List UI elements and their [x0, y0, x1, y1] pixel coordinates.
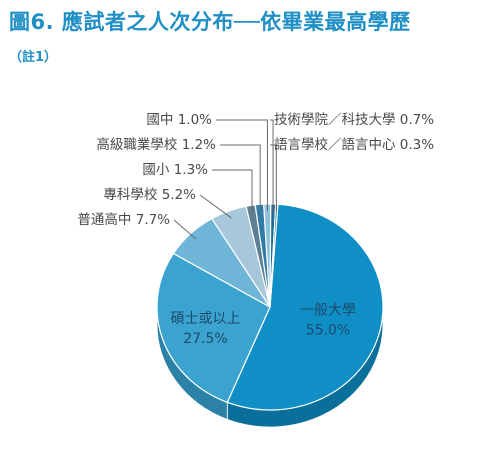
- slice-5-label: 國小 1.3%: [142, 162, 208, 178]
- slice-6-leader: [220, 144, 261, 212]
- slice-8-label: 技術學院／科技大學 0.7%: [274, 112, 434, 128]
- label-leader-lines: [173, 119, 277, 240]
- slice-9-label: 語言學校／語言中心 0.3%: [274, 136, 434, 153]
- slice-4-label: 專科學校 5.2%: [103, 186, 196, 203]
- slice-6-label: 高級職業學校 1.2%: [96, 136, 216, 153]
- chart-title: 圖6. 應試者之人次分布──依畢業最高學歷: [9, 10, 411, 34]
- slice-2-top: [156, 252, 271, 404]
- slice-9-leader: [270, 144, 277, 212]
- chart-note: （註1）: [9, 50, 58, 65]
- slice-1-label: 一般大學: [300, 303, 356, 319]
- slice-1-top: [226, 203, 384, 411]
- slice-7-label: 國中 1.0%: [146, 112, 212, 128]
- slice-labels: 一般大學 55.0% 碩士或以上 27.5% 普通高中 7.7% 專科學校 5.2% 國小 …: [77, 112, 434, 347]
- slice-4-leader: [199, 194, 232, 219]
- slice-5-leader: [212, 169, 253, 213]
- pie-top-faces: [156, 203, 384, 411]
- slice-2-label: 碩士或以上: [170, 311, 240, 327]
- slice-1-value: 55.0%: [306, 323, 350, 339]
- slice-3-leader: [173, 219, 197, 240]
- slice-8-leader: [270, 119, 274, 212]
- slice-3-label: 普通高中 7.7%: [77, 211, 170, 228]
- slice-7-leader: [216, 119, 268, 212]
- slice-2-value: 27.5%: [183, 331, 227, 347]
